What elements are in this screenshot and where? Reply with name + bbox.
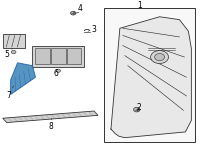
Polygon shape (11, 63, 35, 95)
Text: 5: 5 (4, 48, 13, 59)
Text: 6: 6 (54, 69, 59, 78)
Text: 8: 8 (49, 118, 54, 131)
Circle shape (155, 54, 165, 61)
Text: 1: 1 (137, 1, 142, 10)
Bar (32, 46, 84, 67)
Circle shape (56, 69, 60, 72)
Circle shape (71, 11, 76, 15)
Circle shape (151, 51, 169, 64)
Text: 7: 7 (6, 86, 14, 100)
Bar (51, 48, 66, 64)
Bar (3, 34, 25, 48)
Polygon shape (3, 111, 98, 123)
Text: 4: 4 (74, 4, 83, 13)
Text: 2: 2 (136, 103, 141, 112)
Polygon shape (111, 17, 191, 138)
Circle shape (134, 107, 140, 112)
Bar (104, 8, 195, 142)
Bar (35, 48, 50, 64)
Text: 3: 3 (88, 25, 96, 34)
Bar (67, 48, 81, 64)
Circle shape (11, 50, 16, 54)
